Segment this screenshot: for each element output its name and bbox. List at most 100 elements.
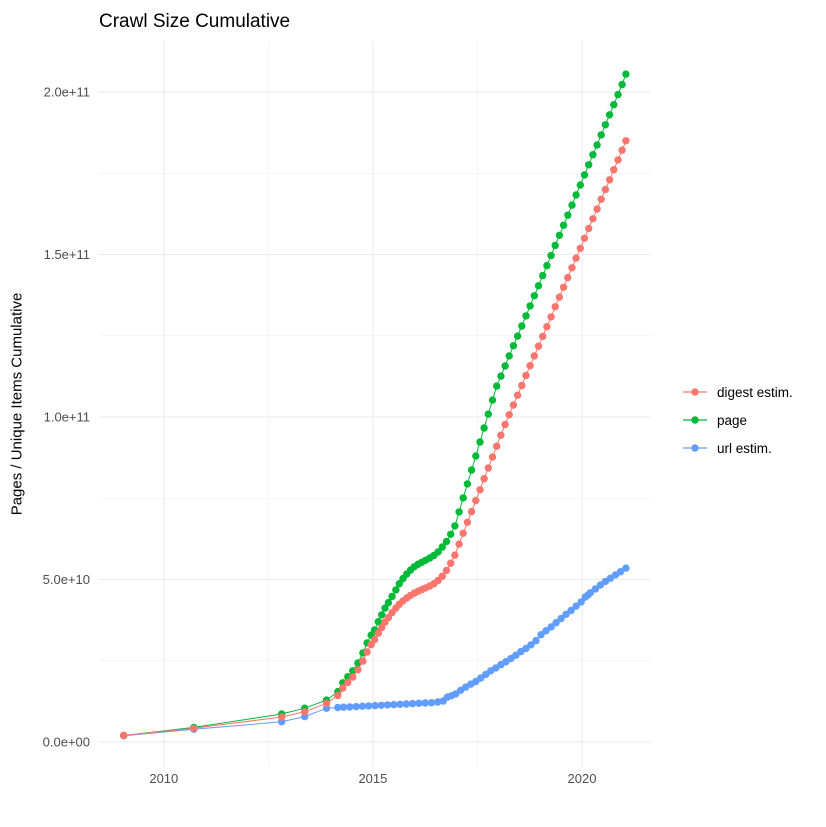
data-point-page (610, 101, 618, 109)
data-point-page (388, 592, 396, 601)
data-point-page (447, 530, 455, 538)
data-point-page (509, 342, 518, 350)
data-point-digest-estim (585, 224, 593, 233)
y-tick-label: 1.5e+11 (44, 247, 90, 262)
data-point-digest-estim (539, 332, 547, 341)
data-point-digest-estim (576, 244, 584, 252)
x-tick-label: 2010 (149, 771, 178, 786)
data-point-url-estim (552, 619, 560, 627)
data-point-digest-estim (374, 629, 382, 637)
legend-label-page: page (717, 412, 748, 428)
data-point-url-estim (537, 631, 545, 639)
data-point-url-estim (591, 585, 600, 593)
data-point-page (539, 271, 547, 280)
data-point-digest-estim (547, 313, 555, 321)
series-digest-estim (120, 137, 630, 740)
data-point-page (593, 141, 601, 149)
chart-title: Crawl Size Cumulative (99, 11, 291, 32)
data-point-page (555, 231, 564, 239)
data-point-page (559, 221, 568, 229)
data-point-digest-estim (190, 724, 198, 732)
data-point-page (472, 452, 480, 460)
data-point-page (543, 261, 551, 270)
data-point-digest-estim (526, 362, 534, 370)
data-point-url-estim (577, 598, 585, 606)
data-point-digest-estim (597, 195, 605, 203)
data-point-page (501, 362, 509, 370)
data-point-digest-estim (534, 342, 543, 350)
data-point-url-estim (434, 698, 442, 706)
data-point-url-estim (358, 702, 367, 710)
data-point-page (518, 322, 526, 330)
data-point-digest-estim (505, 411, 513, 419)
data-point-url-estim (390, 700, 398, 709)
data-point-page (459, 494, 467, 502)
data-point-digest-estim (622, 137, 630, 145)
data-point-digest-estim (522, 371, 530, 380)
series-url-estim (120, 564, 630, 740)
data-point-digest-estim (438, 572, 446, 580)
data-point-digest-estim (559, 283, 568, 291)
data-point-page (505, 352, 513, 360)
data-point-page (589, 151, 597, 159)
series-line-url-estim (123, 567, 627, 737)
data-point-digest-estim (551, 303, 559, 311)
data-point-url-estim (427, 699, 436, 707)
data-point-url-estim (567, 606, 575, 615)
data-point-url-estim (421, 699, 429, 707)
data-point-url-estim (616, 568, 625, 576)
data-point-url-estim (334, 703, 342, 712)
data-point-digest-estim (610, 166, 618, 174)
data-point-page (467, 466, 476, 474)
y-tick-label: 1.0e+11 (44, 409, 90, 424)
data-point-page (438, 543, 446, 551)
data-point-page (374, 618, 382, 626)
data-point-digest-estim (568, 264, 576, 272)
data-point-digest-estim (614, 156, 622, 164)
data-point-url-estim (408, 699, 417, 708)
data-point-url-estim (346, 703, 354, 711)
data-point-page (601, 121, 610, 129)
data-point-page (484, 410, 492, 418)
data-point-page (395, 580, 403, 588)
data-point-digest-estim (513, 391, 522, 399)
data-point-digest-estim (344, 678, 352, 687)
data-point-digest-estim (359, 657, 367, 665)
data-point-page (455, 508, 463, 516)
data-point-page (585, 161, 593, 169)
data-point-digest-estim (349, 673, 357, 681)
data-point-page (572, 191, 580, 199)
data-point-url-estim (365, 702, 373, 710)
data-point-digest-estim (455, 540, 463, 548)
y-tick-label: 2.0e+11 (44, 85, 90, 100)
data-point-url-estim (371, 701, 379, 710)
data-point-digest-estim (605, 176, 614, 184)
data-point-digest-estim (442, 566, 451, 575)
x-tick-label: 2020 (568, 771, 597, 786)
y-axis-title: Pages / Unique Items Cumulative (8, 292, 26, 516)
data-point-digest-estim (564, 273, 572, 282)
legend-item-url-estim: url estim. (682, 434, 793, 462)
data-point-digest-estim (120, 731, 128, 740)
data-point-digest-estim (589, 215, 597, 223)
data-point-page (547, 251, 555, 260)
data-point-page (384, 598, 393, 607)
data-point-digest-estim (618, 146, 626, 154)
y-tick-label: 5.0e+10 (43, 572, 90, 587)
data-point-url-estim (377, 701, 385, 709)
data-point-url-estim (586, 589, 595, 597)
data-point-url-estim (572, 602, 580, 610)
data-point-page (463, 480, 472, 488)
y-tick-label: 0.0e+00 (43, 734, 90, 749)
data-point-digest-estim (447, 559, 455, 567)
data-point-page (530, 292, 538, 300)
data-point-digest-estim (472, 496, 480, 505)
data-point-digest-estim (555, 293, 564, 301)
data-point-digest-estim (488, 453, 497, 461)
data-point-digest-estim (476, 486, 484, 494)
data-point-page (497, 372, 505, 380)
series-line-digest-estim (123, 140, 627, 736)
data-point-page (551, 241, 559, 250)
data-point-digest-estim (363, 648, 371, 656)
